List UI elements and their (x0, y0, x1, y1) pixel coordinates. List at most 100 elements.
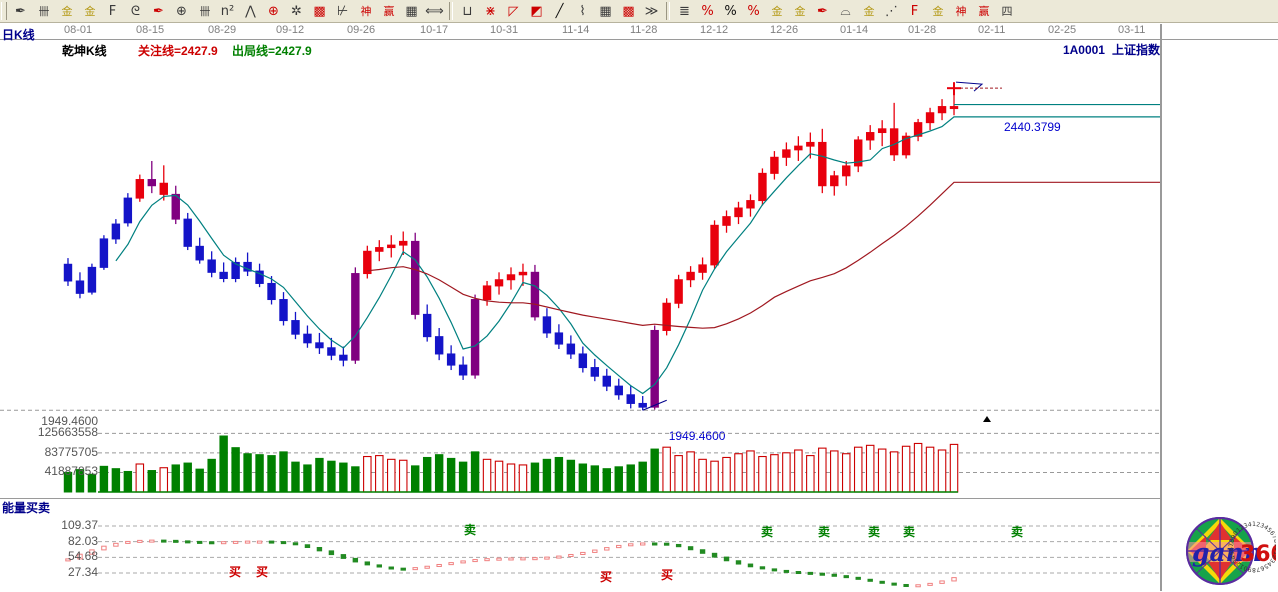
circle-cross-button[interactable]: ⊕ (170, 1, 193, 22)
frame-button[interactable]: ⊔ (456, 1, 479, 22)
date-tick-label: 09-26 (347, 24, 376, 36)
fan-grid-icon: ◩ (530, 3, 543, 19)
toolbar-grip[interactable] (1, 2, 7, 20)
gold-grid-2-button[interactable]: 金 (78, 1, 101, 22)
indicator-axis-label: 109.37 (61, 517, 98, 532)
ladder-icon: ≣ (679, 3, 690, 19)
spiral-button[interactable]: ᘓ (124, 1, 147, 22)
pen-tool-button[interactable]: ✒ (9, 1, 32, 22)
indicator-pane[interactable]: 能量买卖 109.37 82.03 54.68 27.34 (0, 498, 1160, 592)
mesh-grid-button[interactable]: ▦ (594, 1, 617, 22)
date-axis: 08-01 08-15 08-29 09-12 09-26 10-17 10-31 11-14… (0, 24, 1278, 40)
percent-button[interactable]: % (719, 1, 742, 22)
target-circle-button[interactable]: ⊕ (262, 1, 285, 22)
f-scale-button[interactable]: F (101, 1, 124, 22)
f-slope-button[interactable]: F (903, 1, 926, 22)
svg-text:3: 3 (1232, 557, 1240, 564)
fan-box-button[interactable]: ◸ (502, 1, 525, 22)
pen-tool-icon: ✒ (15, 3, 26, 19)
svg-text:1: 1 (1238, 562, 1245, 570)
mesh-grid-icon: ▦ (599, 3, 612, 19)
arc-tool-icon: ⌓ (840, 3, 851, 19)
date-tick-label: 01-28 (908, 24, 937, 36)
grid-lines-button[interactable]: 卌 (32, 1, 55, 22)
svg-text:2: 2 (1239, 524, 1246, 532)
circle-cross-icon: ⊕ (176, 3, 187, 19)
n-squared-icon: n² (220, 3, 235, 19)
volume-axis-label: 83775705 (44, 444, 98, 459)
toolbar-separator (449, 2, 453, 20)
parallel-lines-button[interactable]: ≫ (640, 1, 663, 22)
svg-text:2: 2 (1270, 554, 1276, 561)
volume-canvas[interactable] (0, 418, 1160, 498)
arc-tool-button[interactable]: ⌓ (834, 1, 857, 22)
fan-lines-red-button[interactable]: ⋇ (479, 1, 502, 22)
ying-slope-button[interactable]: 赢 (972, 1, 995, 22)
curve-line-button[interactable]: ⌇ (571, 1, 594, 22)
svg-text:6: 6 (1228, 547, 1235, 552)
indicator-canvas[interactable] (0, 499, 1160, 592)
buy-signal-marker: 买 (661, 568, 674, 582)
gold-line-button[interactable]: 金 (857, 1, 880, 22)
star-wheel-button[interactable]: ✲ (285, 1, 308, 22)
svg-text:9: 9 (1273, 543, 1276, 548)
n-squared-button[interactable]: n² (216, 1, 239, 22)
j-slope-button[interactable]: ⋰ (880, 1, 903, 22)
mesh-grid-red-icon: ▩ (622, 3, 635, 19)
shen-slope-button[interactable]: 神 (949, 1, 972, 22)
percent-scale-button[interactable]: % (742, 1, 765, 22)
buy-signal-marker: 买 (229, 565, 242, 579)
mesh-grid-red-button[interactable]: ▩ (617, 1, 640, 22)
gann-square-button[interactable]: ▩ (308, 1, 331, 22)
svg-text:8: 8 (1228, 538, 1236, 544)
grid-bars-button[interactable]: 卌 (193, 1, 216, 22)
sell-signal-marker: 卖 (868, 525, 881, 539)
svg-text:0: 0 (1232, 530, 1240, 537)
brush-tool-button[interactable]: ✒ (147, 1, 170, 22)
candlestick-canvas[interactable] (0, 40, 1160, 430)
bar-mark-button[interactable]: ⊬ (331, 1, 354, 22)
percent-red-button[interactable]: % (696, 1, 719, 22)
gold-scale-icon: 金 (794, 4, 806, 18)
gold-slope-button[interactable]: 金 (926, 1, 949, 22)
shen-tool-icon: 神 (360, 4, 372, 18)
right-gutter (1160, 24, 1162, 591)
svg-text:1: 1 (1235, 526, 1243, 534)
gann-square-icon: ▩ (313, 3, 326, 19)
gold-grid-1-button[interactable]: 金 (55, 1, 78, 22)
svg-text:3: 3 (1259, 522, 1265, 530)
ladder-button[interactable]: ≣ (673, 1, 696, 22)
date-tick-label: 08-01 (64, 24, 93, 36)
bar-mark-icon: ⊬ (336, 3, 349, 19)
numbered-grid-button[interactable]: ▦ (400, 1, 423, 22)
svg-text:7: 7 (1228, 543, 1235, 548)
svg-text:6: 6 (1259, 564, 1265, 572)
pen-measure-button[interactable]: ✒ (811, 1, 834, 22)
date-tick-label: 08-29 (208, 24, 237, 36)
percent-scale-icon: % (747, 3, 760, 19)
svg-text:8: 8 (1272, 538, 1276, 544)
ying-tool-button[interactable]: 赢 (377, 1, 400, 22)
svg-text:0: 0 (1243, 564, 1249, 572)
main-toolbar: ✒ 卌金金 F ᘓ ✒ ⊕ 卌 n² ⋀ ⊕ ✲ ▩ ⊬ 神赢 ▦ ⟺ ⊔ ⋇ ◸ ◩ ╱ ⌇ ▦ ▩ ≫ ≣%%% 金金 ✒ ⌓ 金 ⋰ F… (0, 0, 1278, 23)
si-slope-button[interactable]: 四 (995, 1, 1018, 22)
width-measure-button[interactable]: ⟺ (423, 1, 446, 22)
shen-tool-button[interactable]: 神 (354, 1, 377, 22)
trend-line-button[interactable]: ╱ (548, 1, 571, 22)
gann360-logo: gann 360 1234567890123456789012345678901… (1176, 514, 1276, 588)
pen-measure-icon: ✒ (817, 3, 828, 19)
fan-grid-button[interactable]: ◩ (525, 1, 548, 22)
angle-fan-button[interactable]: ⋀ (239, 1, 262, 22)
gold-scale-button[interactable]: 金 (788, 1, 811, 22)
width-measure-icon: ⟺ (425, 3, 444, 19)
date-tick-label: 09-12 (276, 24, 305, 36)
price-pane[interactable]: 乾坤K线 关注线=2427.9 出局线=2427.9 1A0001 上证指数 24… (0, 40, 1160, 443)
date-tick-label: 11-28 (630, 24, 658, 36)
volume-pane[interactable]: 125663558 83775705 41887853 (0, 418, 1160, 498)
angle-fan-icon: ⋀ (245, 3, 256, 19)
svg-text:1: 1 (1252, 521, 1256, 528)
sell-signal-marker: 卖 (818, 525, 831, 539)
gold-coin-button[interactable]: 金 (765, 1, 788, 22)
percent-red-icon: % (701, 3, 714, 19)
trend-line-icon: ╱ (555, 3, 564, 19)
